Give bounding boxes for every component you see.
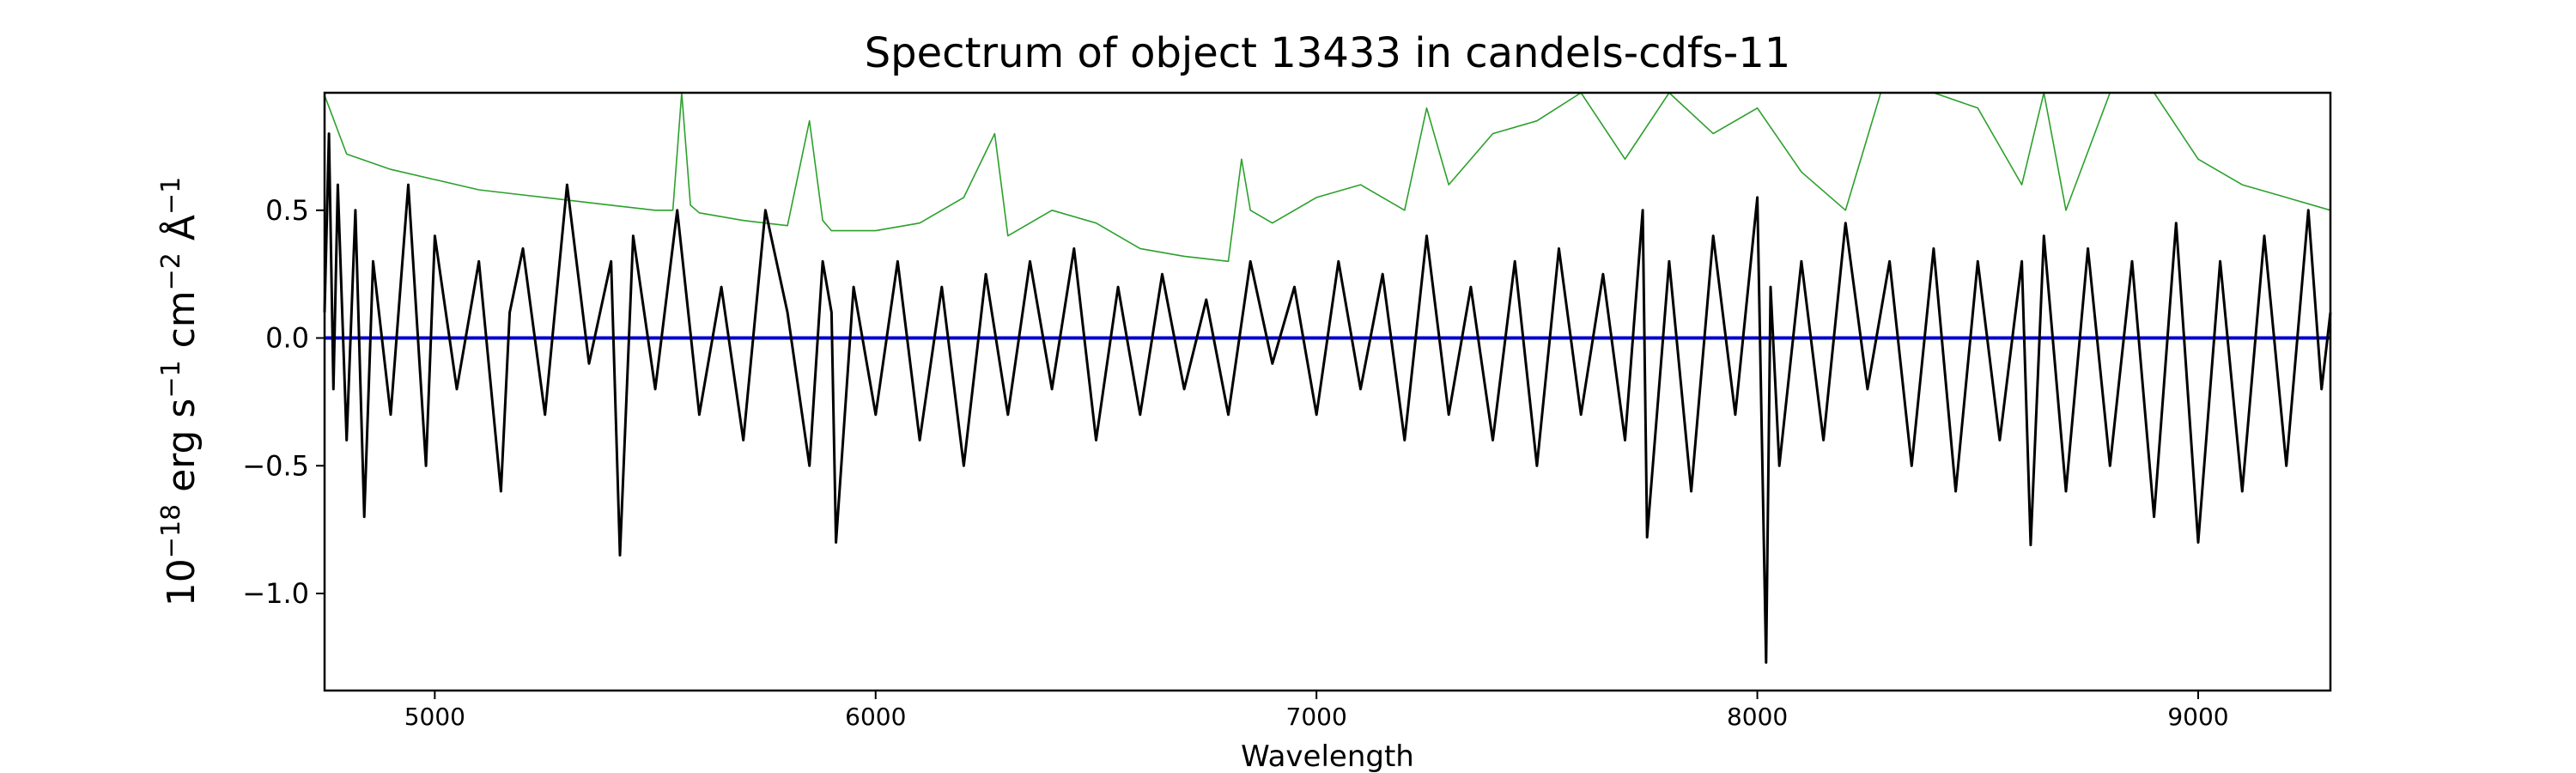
y-label-exp1: −18 (156, 504, 186, 558)
x-tick-label: 6000 (845, 703, 906, 731)
y-label-erg: erg s (160, 399, 204, 504)
y-label-exp3: −2 (156, 253, 186, 290)
series-layer (323, 92, 2332, 664)
y-tick-label: 0.5 (265, 194, 309, 227)
x-tick-label: 8000 (1727, 703, 1788, 731)
y-label-ang: Å (158, 215, 204, 253)
y-tick-label: −1.0 (242, 577, 309, 610)
y-label-exp4: −1 (156, 177, 186, 215)
x-tick-label: 7000 (1286, 703, 1347, 731)
y-axis: 0.5 0.0 −0.5 −1.0 (242, 194, 325, 610)
y-label-exp2: −1 (156, 360, 186, 398)
chart-title: Spectrum of object 13433 in candels-cdfs… (865, 29, 1791, 77)
y-tick-label: −0.5 (242, 449, 309, 482)
series-line-error-spectrum (324, 92, 2331, 263)
x-axis: 5000 6000 7000 8000 9000 (404, 691, 2229, 731)
y-label-cm: cm (160, 290, 204, 360)
x-tick-label: 5000 (404, 703, 465, 731)
y-tick-label: 0.0 (265, 322, 309, 355)
plot-frame (323, 91, 2332, 692)
x-axis-label: Wavelength (1241, 740, 1414, 773)
y-axis-label: 10−18 erg s−1 cm−2 Å−1 (156, 177, 204, 606)
x-tick-label: 9000 (2167, 703, 2228, 731)
y-label-prefix: 10 (160, 558, 204, 606)
series-line-flux (323, 132, 2332, 664)
